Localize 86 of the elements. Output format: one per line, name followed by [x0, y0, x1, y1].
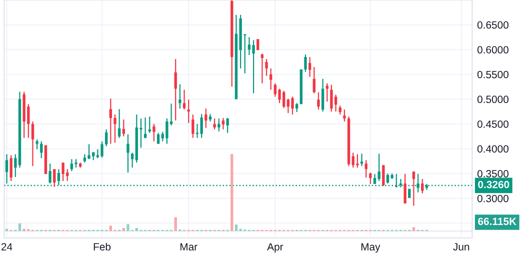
candlestick	[252, 40, 255, 94]
candlestick	[166, 118, 168, 144]
candlestick	[248, 36, 251, 56]
x-tick-label: Jun	[453, 243, 470, 251]
candlestick	[326, 82, 328, 102]
candlestick	[70, 158, 74, 172]
bar	[109, 226, 112, 232]
ref-line-label: 0.3260	[478, 180, 510, 188]
x-tick-label: Apr	[267, 243, 284, 253]
candlestick	[270, 68, 272, 90]
candlestick	[178, 84, 182, 110]
y-tick-label: 0.5000	[477, 96, 508, 104]
candlestick	[5, 154, 8, 184]
candlestick	[36, 138, 38, 150]
candlestick	[192, 114, 194, 138]
y-tick-label: 0.3000	[477, 194, 508, 202]
candlestick	[88, 144, 90, 160]
candlestick	[321, 78, 324, 112]
candlestick	[386, 172, 390, 184]
candlestick	[360, 153, 364, 167]
bar	[174, 217, 177, 232]
bar	[239, 228, 242, 232]
candlestick	[144, 116, 147, 139]
candlestick	[31, 120, 34, 167]
candlestick	[312, 66, 316, 94]
candlestick	[286, 98, 290, 114]
candlestick	[330, 84, 333, 112]
candlestick	[421, 178, 424, 194]
x-tick-label: May	[361, 243, 380, 253]
candlestick	[10, 154, 12, 182]
bar	[126, 224, 130, 232]
candlestick	[308, 56, 312, 78]
candlestick	[48, 163, 52, 184]
candlestick	[404, 173, 406, 204]
candlestick	[343, 109, 346, 122]
candlestick	[213, 118, 216, 130]
candlestick	[364, 160, 368, 178]
candlestick	[304, 54, 307, 72]
candlestick	[356, 154, 359, 168]
candlestick	[378, 153, 380, 182]
x-tick-label: Feb	[94, 242, 111, 251]
y-tick-label: 0.4500	[477, 120, 508, 128]
y-tick-label: 0.4000	[477, 145, 508, 153]
candlestick	[200, 113, 203, 138]
candlestick	[114, 114, 116, 144]
candlestick	[291, 96, 294, 116]
bar	[122, 228, 125, 232]
candlestick	[182, 89, 186, 110]
y-tick-label: 0.5500	[477, 70, 508, 78]
candlestick	[382, 164, 385, 186]
y-tick-label: 0.3500	[477, 170, 508, 178]
candlestick	[187, 99, 190, 124]
candlestick	[260, 52, 264, 84]
candlestick	[152, 123, 156, 142]
candlestick	[118, 108, 121, 138]
candlestick	[317, 92, 320, 110]
text: 66.115K	[478, 218, 516, 226]
candlestick	[104, 128, 108, 147]
candlestick	[126, 134, 130, 174]
candlestick	[282, 90, 286, 109]
bar	[18, 223, 22, 232]
candlestick	[265, 58, 268, 76]
candlestick	[174, 58, 177, 122]
y-tick-label: 0.6500	[477, 21, 508, 29]
candlestick	[218, 118, 220, 132]
candlestick	[412, 171, 416, 206]
y-tick-label: 0.6000	[477, 46, 508, 54]
candlestick	[53, 168, 56, 188]
candlestick	[222, 117, 225, 130]
candlestick	[100, 140, 104, 158]
candlestick	[62, 162, 64, 182]
bar	[22, 228, 26, 232]
x-tick-label: Mar	[180, 243, 198, 251]
bar	[230, 154, 234, 232]
candlestick	[148, 116, 151, 134]
bar	[412, 227, 416, 232]
candlestick	[122, 118, 125, 137]
bar	[234, 224, 238, 232]
candlestick	[278, 88, 281, 104]
candlestick	[109, 98, 112, 144]
candlestick	[130, 152, 134, 168]
candlestick	[156, 132, 160, 144]
candlestick	[369, 172, 372, 185]
candlestick	[226, 117, 229, 134]
candlestick	[204, 108, 208, 128]
x-tick-label: 24	[1, 243, 12, 250]
